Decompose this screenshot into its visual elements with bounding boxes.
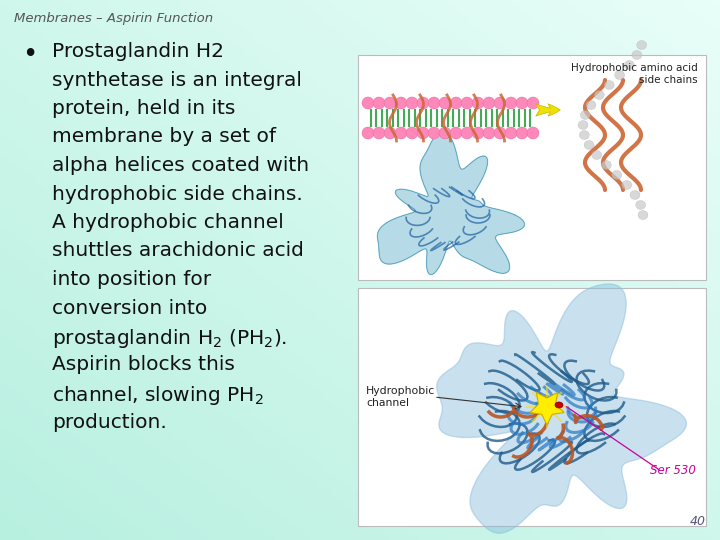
- Ellipse shape: [505, 97, 517, 109]
- Text: Hydrophobic
channel: Hydrophobic channel: [366, 386, 436, 408]
- Ellipse shape: [578, 120, 588, 130]
- Ellipse shape: [630, 191, 640, 199]
- Ellipse shape: [450, 97, 462, 109]
- Circle shape: [555, 402, 563, 408]
- Ellipse shape: [636, 40, 647, 50]
- Text: Hydrophobic amino acid
side chains: Hydrophobic amino acid side chains: [571, 63, 698, 85]
- Ellipse shape: [483, 127, 495, 139]
- Text: shuttles arachidonic acid: shuttles arachidonic acid: [52, 241, 304, 260]
- Bar: [358, 288, 706, 526]
- Ellipse shape: [594, 91, 604, 99]
- Text: protein, held in its: protein, held in its: [52, 99, 235, 118]
- Ellipse shape: [461, 97, 473, 109]
- Polygon shape: [530, 393, 564, 425]
- Ellipse shape: [592, 151, 602, 159]
- Text: prostaglandin H$_2$ (PH$_2$).: prostaglandin H$_2$ (PH$_2$).: [52, 327, 287, 350]
- Ellipse shape: [373, 97, 385, 109]
- Ellipse shape: [494, 97, 506, 109]
- Bar: [358, 55, 706, 280]
- Ellipse shape: [472, 127, 484, 139]
- Ellipse shape: [483, 97, 495, 109]
- Ellipse shape: [395, 127, 407, 139]
- Ellipse shape: [406, 127, 418, 139]
- Ellipse shape: [461, 127, 473, 139]
- Ellipse shape: [612, 171, 622, 179]
- Text: Prostaglandin H2: Prostaglandin H2: [52, 42, 224, 61]
- Ellipse shape: [601, 160, 611, 170]
- Ellipse shape: [621, 180, 631, 190]
- Text: into position for: into position for: [52, 270, 211, 289]
- Ellipse shape: [362, 127, 374, 139]
- Ellipse shape: [362, 97, 374, 109]
- Text: synthetase is an integral: synthetase is an integral: [52, 71, 302, 90]
- Ellipse shape: [494, 127, 506, 139]
- Text: •: •: [22, 42, 37, 68]
- Text: production.: production.: [52, 413, 167, 431]
- Ellipse shape: [439, 97, 451, 109]
- Ellipse shape: [417, 127, 429, 139]
- Ellipse shape: [580, 111, 590, 119]
- Ellipse shape: [632, 51, 642, 59]
- Ellipse shape: [586, 100, 596, 110]
- Ellipse shape: [516, 127, 528, 139]
- Ellipse shape: [615, 71, 625, 79]
- Ellipse shape: [580, 131, 590, 139]
- Text: 40: 40: [690, 515, 706, 528]
- Text: hydrophobic side chains.: hydrophobic side chains.: [52, 185, 302, 204]
- Ellipse shape: [604, 80, 614, 90]
- Polygon shape: [437, 284, 686, 533]
- Text: channel, slowing PH$_2$: channel, slowing PH$_2$: [52, 384, 264, 407]
- Ellipse shape: [428, 97, 440, 109]
- Ellipse shape: [373, 127, 385, 139]
- Ellipse shape: [428, 127, 440, 139]
- Text: Ser 530: Ser 530: [650, 464, 696, 477]
- Text: A hydrophobic channel: A hydrophobic channel: [52, 213, 284, 232]
- Ellipse shape: [636, 200, 646, 210]
- Ellipse shape: [406, 97, 418, 109]
- Ellipse shape: [527, 127, 539, 139]
- Ellipse shape: [417, 97, 429, 109]
- Ellipse shape: [384, 97, 396, 109]
- Polygon shape: [377, 131, 525, 275]
- Ellipse shape: [516, 97, 528, 109]
- Ellipse shape: [384, 127, 396, 139]
- Ellipse shape: [450, 127, 462, 139]
- Ellipse shape: [624, 60, 634, 70]
- Ellipse shape: [439, 127, 451, 139]
- Ellipse shape: [472, 97, 484, 109]
- Text: Membranes – Aspirin Function: Membranes – Aspirin Function: [14, 12, 213, 25]
- Text: alpha helices coated with: alpha helices coated with: [52, 156, 309, 175]
- Ellipse shape: [395, 97, 407, 109]
- Ellipse shape: [638, 211, 648, 219]
- Text: membrane by a set of: membrane by a set of: [52, 127, 276, 146]
- Ellipse shape: [584, 140, 594, 150]
- Ellipse shape: [505, 127, 517, 139]
- Text: Aspirin blocks this: Aspirin blocks this: [52, 355, 235, 375]
- Text: conversion into: conversion into: [52, 299, 207, 318]
- Ellipse shape: [527, 97, 539, 109]
